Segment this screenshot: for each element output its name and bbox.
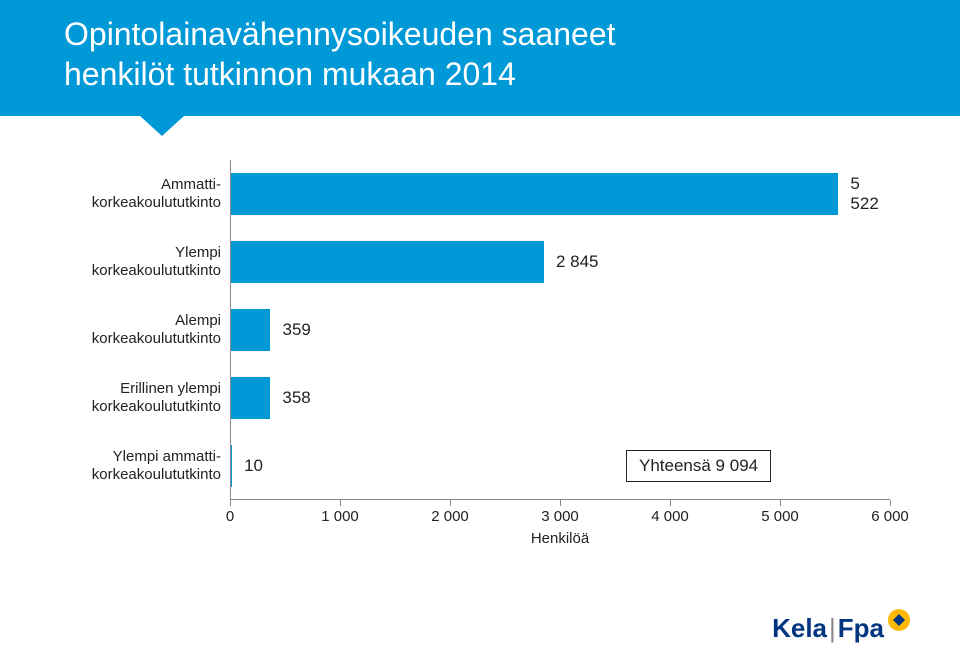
- chart-row: Erillinen ylempikorkeakoulututkinto358: [231, 364, 890, 432]
- logo-star-icon: [888, 609, 910, 631]
- logo-part-1: Kela: [772, 613, 827, 643]
- x-tick-label: 3 000: [541, 508, 579, 525]
- x-tick-label: 6 000: [871, 508, 909, 525]
- x-tick-label: 5 000: [761, 508, 799, 525]
- value-label: 5 522: [850, 174, 890, 214]
- x-tick: [450, 500, 451, 506]
- chart-row: Ammatti-korkeakoulututkinto5 522: [231, 160, 890, 228]
- bar: [231, 309, 270, 351]
- logo-separator: |: [829, 613, 836, 643]
- value-label: 359: [282, 320, 310, 340]
- category-label: Ammatti-korkeakoulututkinto: [56, 176, 221, 212]
- logo-part-2: Fpa: [838, 613, 884, 643]
- total-box: Yhteensä 9 094: [626, 450, 771, 482]
- category-label: Erillinen ylempikorkeakoulututkinto: [56, 380, 221, 416]
- plot-area: Ammatti-korkeakoulututkinto5 522Ylempiko…: [230, 160, 890, 500]
- title-pointer-icon: [140, 116, 184, 136]
- title-block: Opintolainavähennysoikeuden saaneet henk…: [0, 0, 960, 116]
- x-tick-label: 1 000: [321, 508, 359, 525]
- bar: [231, 241, 544, 283]
- bar: [231, 377, 270, 419]
- x-tick-label: 4 000: [651, 508, 689, 525]
- chart-row: Ylempi ammatti-korkeakoulututkinto10: [231, 432, 890, 500]
- bar: [231, 173, 838, 215]
- kela-logo: Kela|Fpa: [772, 613, 910, 644]
- page-title: Opintolainavähennysoikeuden saaneet henk…: [64, 14, 920, 94]
- bar-chart: Ammatti-korkeakoulututkinto5 522Ylempiko…: [60, 160, 910, 560]
- value-label: 358: [282, 388, 310, 408]
- x-tick: [230, 500, 231, 506]
- x-tick: [780, 500, 781, 506]
- x-tick: [560, 500, 561, 506]
- x-tick-label: 2 000: [431, 508, 469, 525]
- bar: [231, 445, 232, 487]
- category-label: Alempikorkeakoulututkinto: [56, 312, 221, 348]
- title-line-2: henkilöt tutkinnon mukaan 2014: [64, 56, 516, 92]
- x-tick: [670, 500, 671, 506]
- category-label: Ylempi ammatti-korkeakoulututkinto: [56, 448, 221, 484]
- x-tick: [890, 500, 891, 506]
- x-tick-label: 0: [226, 508, 234, 525]
- total-label: Yhteensä 9 094: [639, 456, 758, 475]
- chart-row: Alempikorkeakoulututkinto359: [231, 296, 890, 364]
- value-label: 10: [244, 456, 263, 476]
- x-axis-title: Henkilöä: [531, 530, 589, 547]
- category-label: Ylempikorkeakoulututkinto: [56, 244, 221, 280]
- chart-row: Ylempikorkeakoulututkinto2 845: [231, 228, 890, 296]
- x-tick: [340, 500, 341, 506]
- title-line-1: Opintolainavähennysoikeuden saaneet: [64, 16, 616, 52]
- value-label: 2 845: [556, 252, 599, 272]
